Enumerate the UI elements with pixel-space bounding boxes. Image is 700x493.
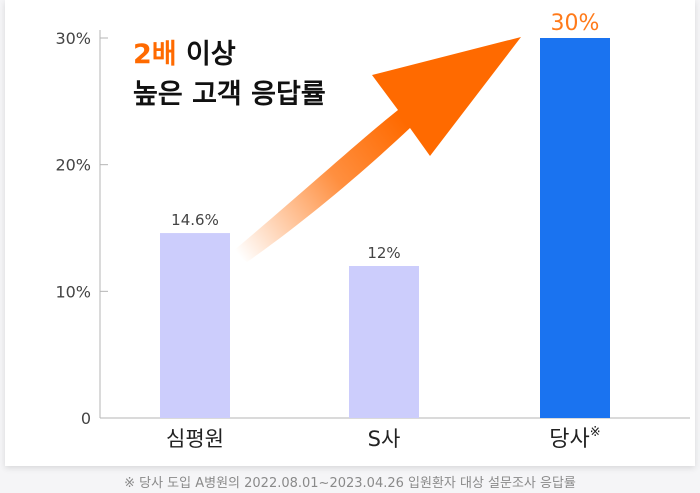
annotation-highlight: 2배 [133,39,177,70]
bar-chart: 0 10% 20% 30% 14.6% 심평원 12% S사 30% 당사※ 2배 이상 높은 … [55,11,690,452]
value-label: 14.6% [171,211,219,229]
bar-3 [540,38,610,418]
y-tick-label: 10% [55,282,91,301]
y-tick-label: 20% [55,156,91,175]
y-tick-label: 30% [55,29,91,48]
value-label: 30% [551,11,600,36]
annotation-line2: 높은 고객 응답률 [133,79,326,110]
category-footnote-mark: ※ [590,425,601,440]
bars: 14.6% 심평원 12% S사 30% 당사※ [160,11,610,452]
value-label: 12% [367,244,400,262]
annotation-line1: 2배 이상 [133,39,236,70]
y-tick-label: 0 [81,409,91,428]
growth-arrow-icon [232,37,521,262]
footnote: ※ 당사 도입 A병원의 2022.08.01~2023.04.26 입원환자 … [124,476,576,491]
bar-2 [349,266,419,418]
category-label: S사 [368,427,401,451]
bar-1 [160,233,230,418]
annotation-rest: 이상 [177,39,236,70]
category-label: 당사※ [549,425,600,452]
category-label: 심평원 [166,427,224,451]
